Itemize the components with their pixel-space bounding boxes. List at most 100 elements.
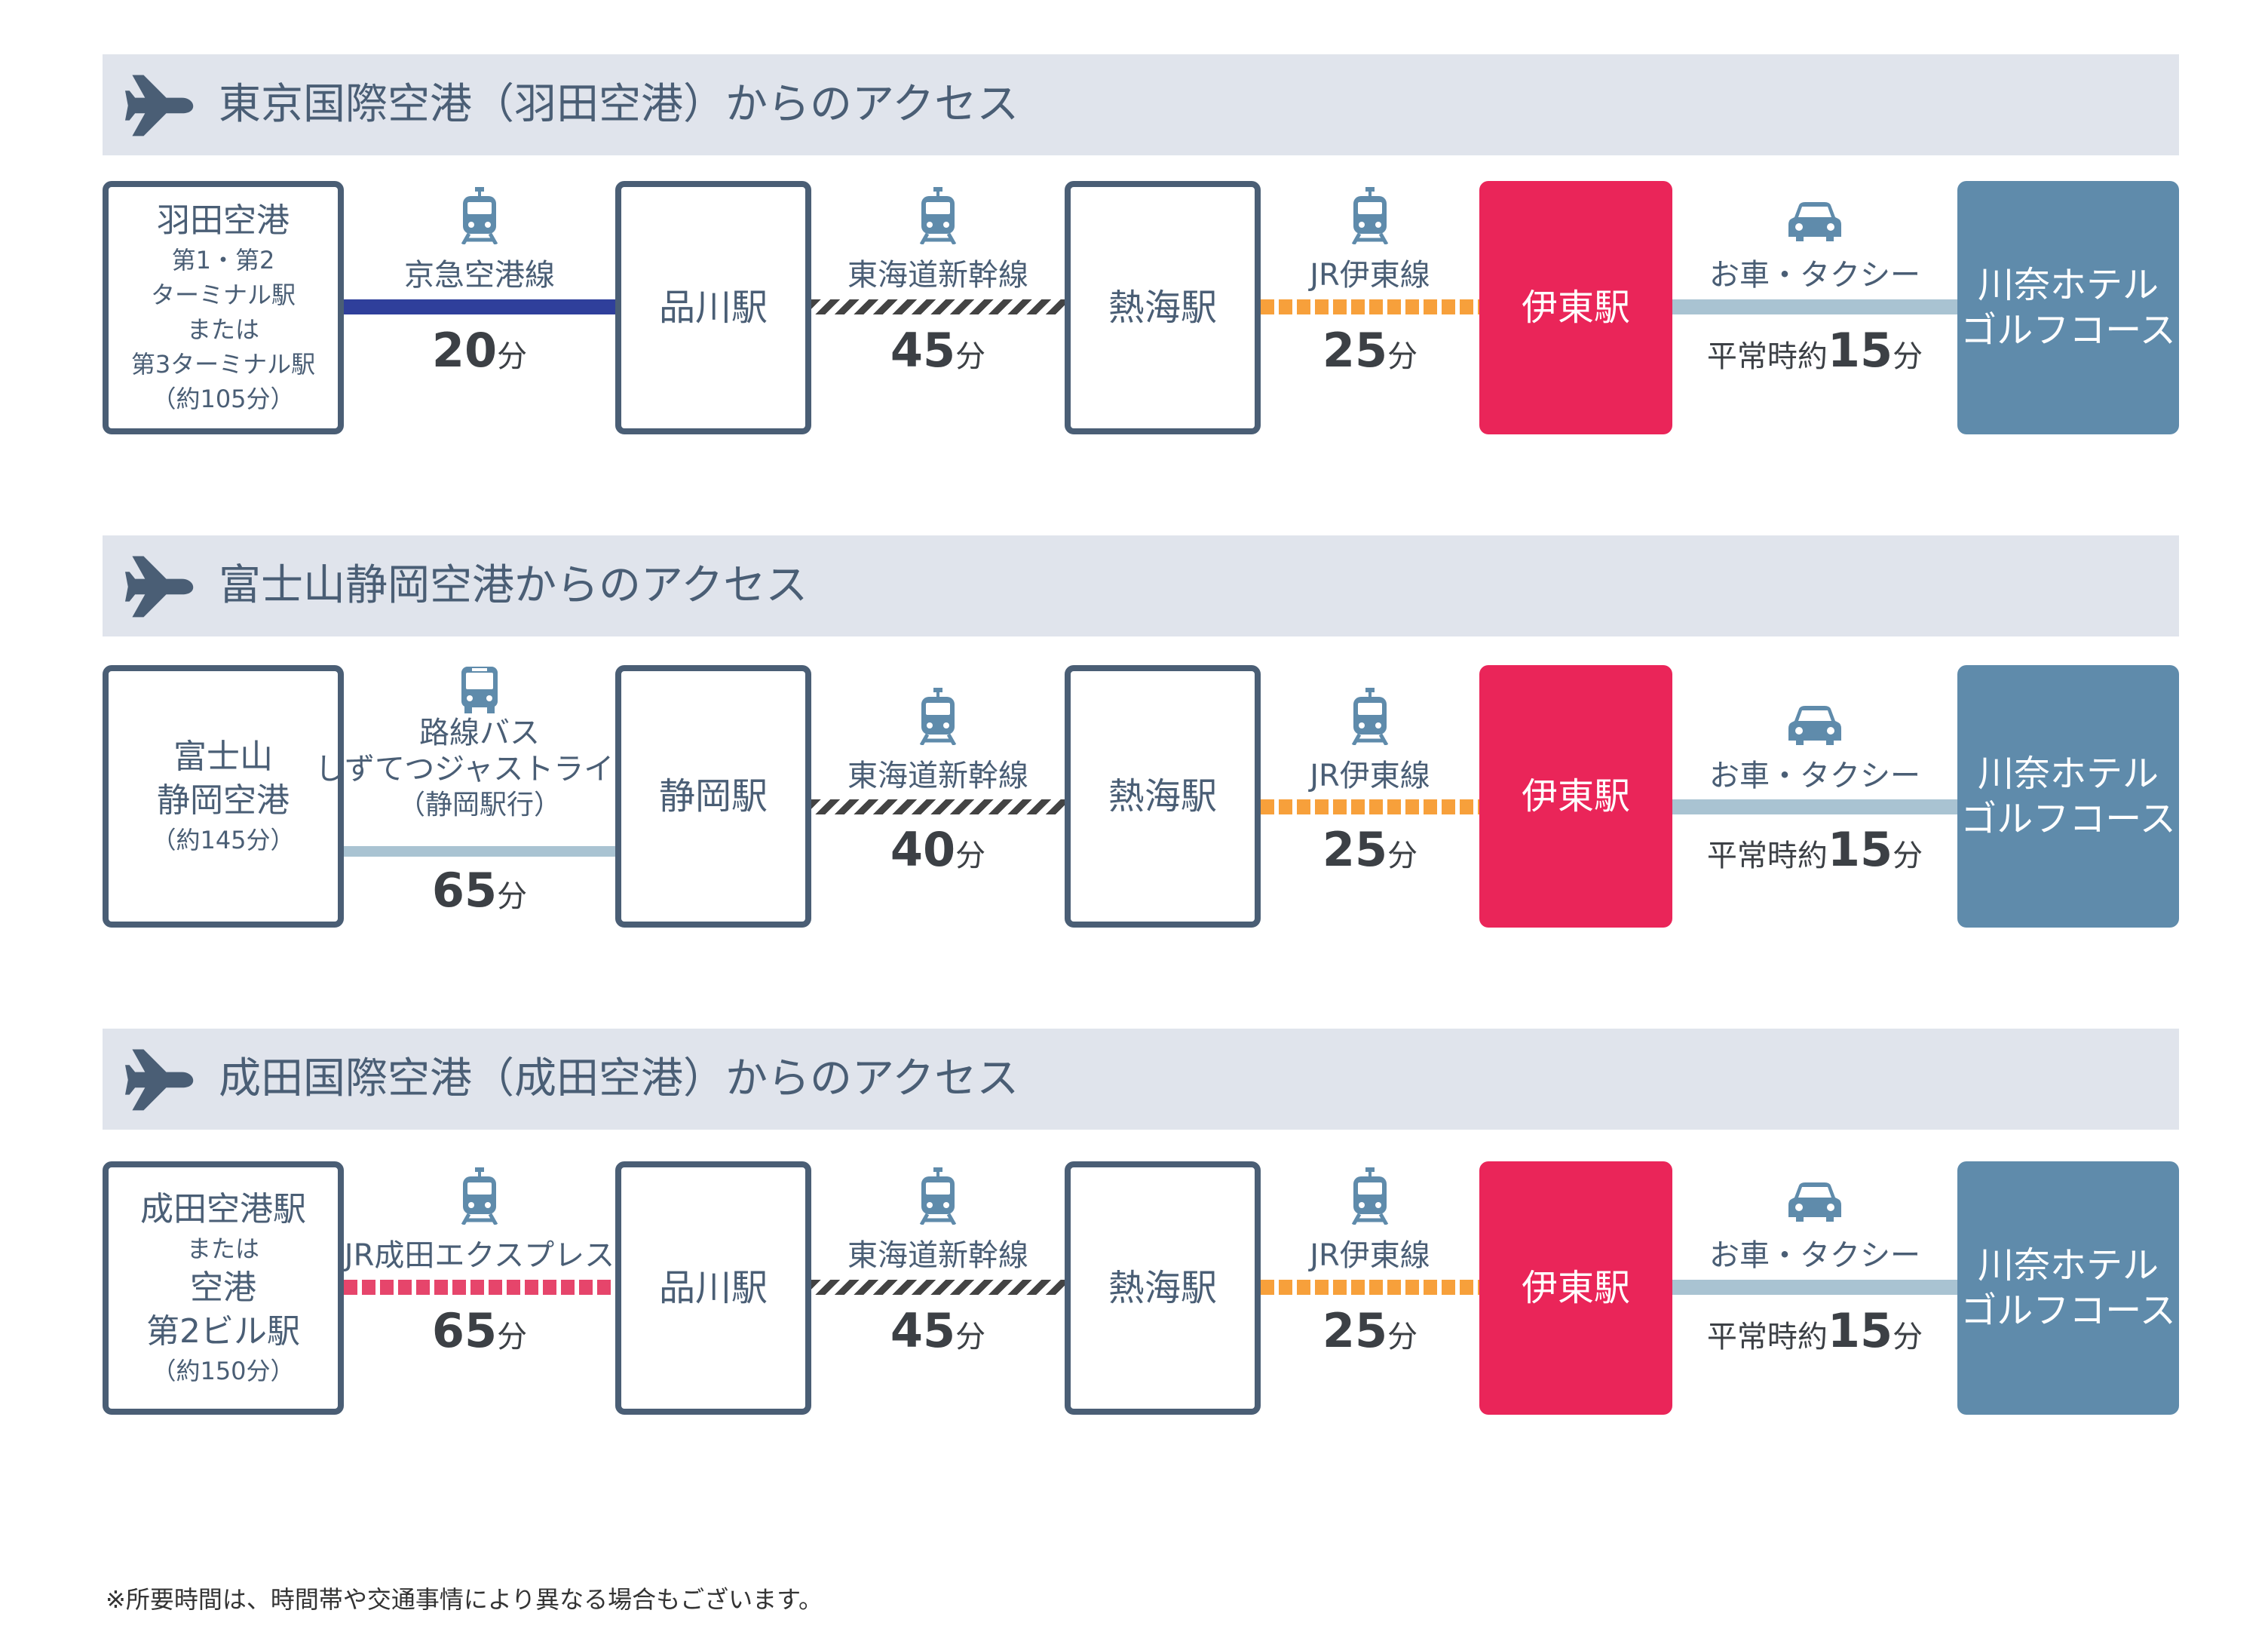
ito-station-node: 伊東駅	[1479, 665, 1672, 928]
section-title: 成田国際空港（成田空港）からのアクセス	[219, 1054, 1019, 1103]
train-icon	[919, 1167, 957, 1225]
origin-line: （約150分）	[152, 1357, 295, 1385]
destination-node: 川奈ホテル ゴルフコース	[1957, 665, 2179, 928]
route-line	[1261, 799, 1479, 814]
station-name: 伊東駅	[1521, 287, 1630, 329]
station-name: 品川駅	[658, 287, 768, 329]
route-section-shizuoka: 富士山静岡空港からのアクセス 富士山 静岡空港 （約145分） 路線バス しずて…	[103, 535, 2179, 973]
station-name: 熱海駅	[1108, 775, 1217, 817]
station-node: 品川駅	[615, 181, 811, 434]
travel-time: 25分	[1322, 822, 1418, 877]
origin-line: または	[186, 1234, 259, 1263]
route-line	[344, 299, 615, 314]
origin-line: または	[186, 315, 259, 344]
car-icon	[1788, 202, 1841, 241]
origin-line: 空港	[190, 1268, 256, 1307]
leg-car: お車・タクシー 平常時約15分	[1672, 181, 1957, 434]
car-icon	[1788, 1182, 1841, 1222]
travel-time: 20分	[431, 323, 528, 378]
travel-time: 25分	[1322, 1303, 1418, 1358]
airplane-icon	[125, 75, 194, 136]
line-name: お車・タクシー	[1709, 258, 1920, 293]
line-name: お車・タクシー	[1709, 759, 1920, 793]
destination-line: ゴルフコース	[1960, 798, 2176, 840]
travel-time: 平常時約15分	[1706, 1303, 1923, 1358]
origin-node: 羽田空港 第1・第2 ターミナル駅 または 第3ターミナル駅 （約105分）	[103, 181, 344, 434]
route-line	[811, 799, 1065, 814]
origin-line: 第3ターミナル駅	[130, 350, 316, 379]
route-line	[1261, 1280, 1479, 1295]
train-icon	[1351, 1167, 1389, 1225]
leg-shinkansen: 東海道新幹線 45分	[811, 1161, 1065, 1415]
line-name: 東海道新幹線	[847, 759, 1028, 793]
leg-keikyu: 京急空港線 20分	[344, 181, 615, 434]
origin-line: （約145分）	[152, 826, 295, 854]
footnote: ※所要時間は、時間帯や交通事情により異なる場合もございます。	[106, 1585, 823, 1614]
route-section-narita: 成田国際空港（成田空港）からのアクセス 成田空港駅 または 空港 第2ビル駅 （…	[103, 1029, 2179, 1466]
route-line	[1261, 299, 1479, 314]
origin-line: 羽田空港	[157, 201, 290, 240]
destination-line: ゴルフコース	[1960, 309, 2176, 351]
section-title: 東京国際空港（羽田空港）からのアクセス	[219, 80, 1019, 129]
station-name: 静岡駅	[658, 775, 768, 817]
station-name: 熱海駅	[1108, 287, 1217, 329]
train-icon	[1351, 187, 1389, 244]
airplane-icon	[125, 556, 194, 618]
line-name: 東海道新幹線	[847, 258, 1028, 293]
line-name-sub: （静岡駅行）	[397, 790, 561, 820]
travel-time: 平常時約15分	[1706, 822, 1923, 877]
destination-line: 川奈ホテル	[1977, 1244, 2159, 1287]
origin-line: 第2ビル駅	[146, 1312, 300, 1351]
section-header: 成田国際空港（成田空港）からのアクセス	[103, 1029, 2179, 1130]
travel-time: 45分	[890, 323, 986, 378]
leg-jr-ito: JR伊東線 25分	[1261, 665, 1479, 928]
origin-line: ターミナル駅	[150, 281, 296, 309]
travel-time: 45分	[890, 1303, 986, 1358]
route-line	[811, 1280, 1065, 1295]
airplane-icon	[125, 1049, 194, 1111]
destination-line: 川奈ホテル	[1977, 264, 2159, 306]
leg-shinkansen: 東海道新幹線 45分	[811, 181, 1065, 434]
travel-time: 65分	[431, 1303, 528, 1358]
ito-station-node: 伊東駅	[1479, 1161, 1672, 1415]
leg-car: お車・タクシー 平常時約15分	[1672, 665, 1957, 928]
train-icon	[461, 1167, 498, 1225]
section-header: 富士山静岡空港からのアクセス	[103, 535, 2179, 636]
origin-line: 第1・第2	[171, 246, 275, 274]
car-icon	[1788, 706, 1841, 745]
line-name: JR伊東線	[1310, 759, 1430, 793]
origin-node: 成田空港駅 または 空港 第2ビル駅 （約150分）	[103, 1161, 344, 1415]
origin-line: 静岡空港	[157, 781, 290, 820]
route-section-haneda: 東京国際空港（羽田空港）からのアクセス 羽田空港 第1・第2 ターミナル駅 また…	[103, 54, 2179, 492]
line-name: 路線バス	[419, 716, 540, 750]
leg-jr-ito: JR伊東線 25分	[1261, 181, 1479, 434]
line-name: 京急空港線	[404, 258, 555, 293]
route-line	[1672, 1280, 1957, 1295]
train-icon	[461, 187, 498, 244]
station-name: 伊東駅	[1521, 1267, 1630, 1309]
destination-line: 川奈ホテル	[1977, 753, 2159, 795]
bus-icon	[461, 667, 498, 713]
route-line	[344, 1280, 615, 1295]
route-line	[1672, 299, 1957, 314]
station-name: 熱海駅	[1108, 1267, 1217, 1309]
line-name: JR伊東線	[1310, 258, 1430, 293]
travel-time: 平常時約15分	[1706, 323, 1923, 378]
route-line	[344, 846, 615, 857]
route-line	[811, 299, 1065, 314]
destination-node: 川奈ホテル ゴルフコース	[1957, 1161, 2179, 1415]
section-header: 東京国際空港（羽田空港）からのアクセス	[103, 54, 2179, 155]
origin-line: 富士山	[173, 738, 273, 776]
train-icon	[919, 688, 957, 745]
leg-bus: 路線バス しずてつジャストライン （静岡駅行） 65分	[315, 665, 644, 928]
origin-line: 成田空港駅	[140, 1190, 306, 1228]
origin-node: 富士山 静岡空港 （約145分）	[103, 665, 344, 928]
route-line	[1672, 799, 1957, 814]
station-node: 熱海駅	[1065, 181, 1261, 434]
train-icon	[1351, 688, 1389, 745]
station-name: 伊東駅	[1521, 775, 1630, 817]
destination-node: 川奈ホテル ゴルフコース	[1957, 181, 2179, 434]
line-name: 東海道新幹線	[847, 1238, 1028, 1273]
station-node: 熱海駅	[1065, 1161, 1261, 1415]
leg-shinkansen: 東海道新幹線 40分	[811, 665, 1065, 928]
